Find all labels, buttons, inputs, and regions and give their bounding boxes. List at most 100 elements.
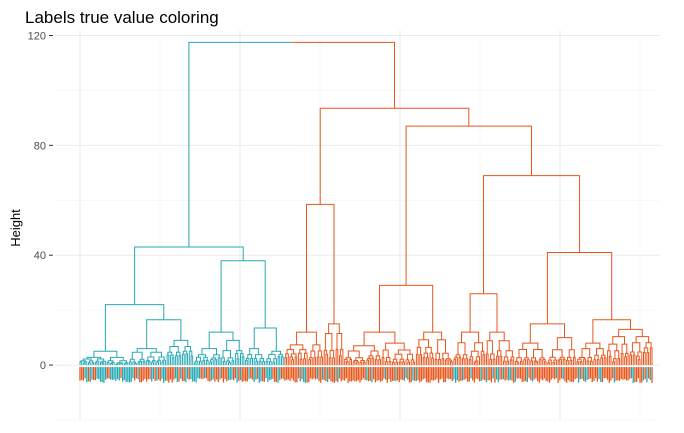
dendrogram-branch [483, 175, 581, 294]
dendrogram-branch [474, 342, 483, 352]
dendrogram-branch [363, 331, 396, 346]
dendrogram-branch [573, 356, 576, 366]
dendrogram-branch [596, 359, 600, 366]
dendrogram-branch [405, 125, 532, 286]
y-tick-label: 40 [34, 250, 46, 262]
dendrogram-branch [590, 360, 593, 366]
dendrogram-branch [612, 336, 625, 345]
dendrogram-branch [375, 355, 381, 360]
dendrogram-branch [523, 359, 527, 366]
dendrogram-branch [520, 360, 523, 366]
dendrogram-branch [620, 353, 624, 366]
dendrogram-branch [312, 344, 321, 351]
dendrogram-branch [593, 359, 597, 366]
dendrogram-branch [142, 360, 146, 366]
dendrogram-branch [385, 342, 405, 350]
dendrogram-branch [294, 356, 298, 366]
dendrogram-branch [566, 360, 569, 366]
dendrogram-branch [284, 357, 288, 366]
dendrogram-branch [497, 350, 502, 357]
dendrogram-root-branch [188, 41, 292, 247]
dendrogram-branch [286, 349, 295, 354]
dendrogram-branch [469, 293, 498, 333]
dendrogram-branch [332, 357, 335, 366]
dendrogram-branch [388, 361, 392, 366]
dendrogram-branch [313, 357, 317, 366]
dendrogram-branch [453, 358, 457, 366]
dendrogram-branch [596, 348, 604, 356]
dendrogram-branch [249, 348, 260, 355]
dendrogram-branch [185, 353, 189, 366]
dendrogram-branch [621, 343, 628, 354]
dendrogram-branch [437, 339, 446, 354]
dendrogram-branch [299, 349, 307, 354]
dendrogram-branch [146, 319, 182, 349]
dendrogram-branch [222, 361, 226, 366]
dendrogram-branch [522, 342, 539, 350]
dendrogram-branch [184, 346, 192, 352]
dendrogram-branch [328, 357, 332, 366]
chart-title: Labels true value coloring [25, 8, 219, 27]
dendrogram-branch [461, 331, 480, 343]
dendrogram-branch [325, 353, 329, 366]
dendrogram-branch [646, 352, 650, 366]
dendrogram-branch [632, 354, 636, 366]
dendrogram-branch [435, 352, 440, 360]
dendrogram-branch [231, 360, 235, 366]
dendrogram-branch [552, 349, 563, 358]
dendrogram-branch [603, 357, 607, 366]
dendrogram-branch [568, 349, 575, 358]
dendrogram-branch [462, 358, 465, 366]
dendrogram-branch [645, 342, 652, 348]
dendrogram-branch [347, 350, 360, 358]
dendrogram-branch [222, 350, 231, 358]
dendrogram-branch [631, 342, 641, 352]
dendrogram-branch [426, 357, 429, 366]
dendrogram-branch [431, 357, 434, 366]
dendrogram-branch [324, 333, 333, 351]
y-tick-label: 0 [40, 360, 46, 372]
dendrogram-branch [262, 360, 265, 366]
dendrogram-branch [562, 358, 566, 366]
dendrogram-branch [618, 328, 643, 337]
dendrogram-branch [581, 348, 591, 358]
dendrogram-branch [385, 361, 388, 366]
dendrogram-branch [329, 349, 335, 358]
dendrogram-branch [379, 284, 434, 333]
dendrogram-branch [381, 357, 385, 366]
dendrogram-branch [308, 359, 311, 366]
dendrogram-branch [171, 357, 175, 366]
dendrogram-branch [253, 327, 277, 352]
dendrogram-branch [319, 107, 470, 205]
dendrogram-branch [465, 358, 469, 366]
dendrogram-branch [370, 350, 379, 356]
dendrogram-branch [503, 356, 509, 362]
y-axis: 0 40 80 120 [28, 30, 53, 372]
dendrogram-branch [382, 349, 389, 358]
dendrogram-branch [506, 360, 510, 366]
dendrogram-branch [617, 358, 621, 366]
dendrogram-branch [166, 354, 170, 366]
dendrogram-branch [268, 353, 276, 359]
y-axis-label: Height [8, 209, 23, 247]
dendrogram-branch [169, 346, 179, 353]
dendrogram-branch [299, 358, 303, 366]
dendrogram-branch [486, 340, 493, 354]
dendrogram-branch [247, 354, 253, 359]
dendrogram-branch [505, 350, 513, 357]
dendrogram-branch [371, 357, 375, 366]
dendrogram-branch [374, 359, 378, 366]
dendrogram-branch [349, 358, 352, 366]
dendrogram-branch [254, 354, 263, 359]
dendrogram-branch [316, 356, 320, 366]
dendrogram-branch [258, 360, 262, 366]
dendrogram-branch [509, 359, 513, 366]
dendrogram-branch [637, 359, 641, 366]
dendrogram-branch [422, 357, 426, 366]
dendrogram-branch [289, 344, 304, 350]
dendrogram-branch [328, 323, 340, 334]
dendrogram-branch [585, 342, 601, 349]
leaf-marks [79, 367, 653, 384]
dendrogram-branch [425, 346, 432, 354]
